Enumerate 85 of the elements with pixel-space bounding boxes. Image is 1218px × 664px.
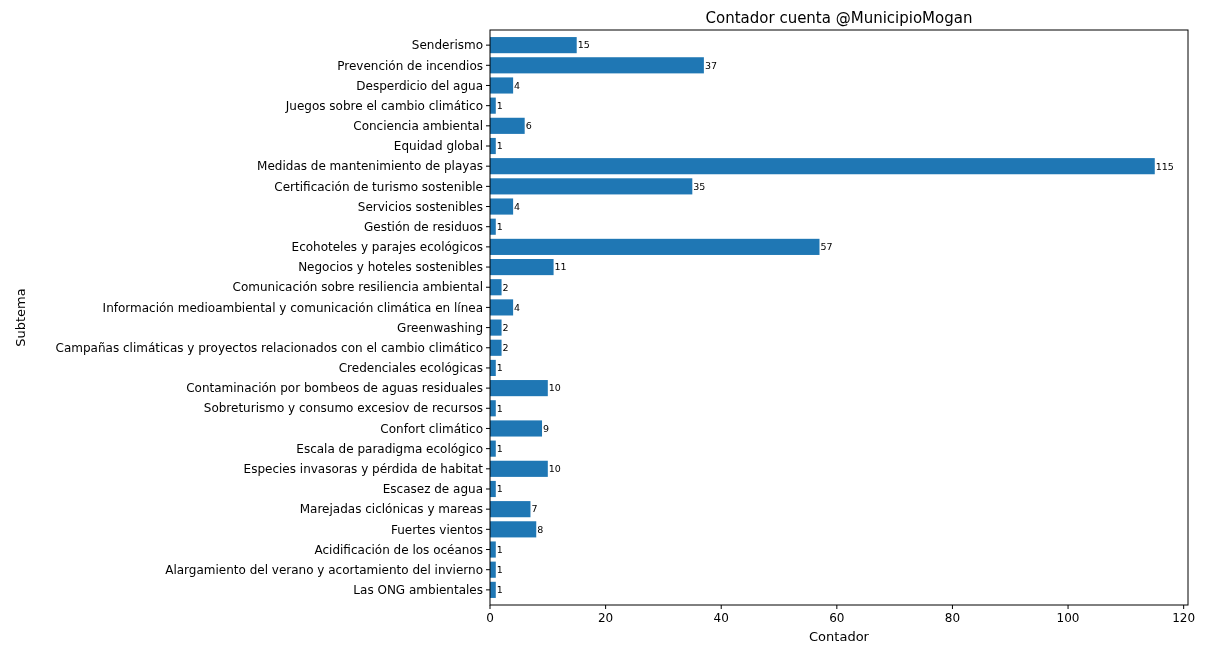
- data-label: 4: [514, 200, 521, 212]
- bar: [490, 258, 554, 276]
- y-tick-label: Confort climático: [380, 421, 483, 436]
- data-label: 35: [693, 180, 706, 192]
- y-tick-label: Contaminación por bombeos de aguas residuales: [186, 381, 483, 396]
- y-tick-label: Credenciales ecológicas: [338, 361, 483, 376]
- data-label: 4: [514, 301, 521, 313]
- data-label: 1: [496, 483, 503, 495]
- data-label: 10: [548, 382, 561, 394]
- bar: [490, 501, 531, 518]
- bar: [490, 460, 548, 477]
- y-tick-label: Senderismo: [411, 38, 483, 53]
- y-tick-label: Equidad global: [393, 139, 483, 154]
- bar: [490, 158, 1155, 175]
- y-tick-label: Las ONG ambientales: [353, 583, 483, 598]
- bar: [490, 521, 537, 538]
- y-tick-label: Información medioambiental y comunicación climática en línea: [102, 300, 483, 315]
- data-label: 1: [496, 442, 503, 454]
- data-label: 1: [496, 584, 503, 596]
- data-label: 115: [1155, 160, 1174, 172]
- chart-title: Contador cuenta @MunicipioMogan: [705, 9, 973, 27]
- data-label: 2: [502, 321, 509, 333]
- data-label: 9: [543, 422, 550, 434]
- data-label: 1: [496, 564, 503, 576]
- data-label: 1: [496, 543, 503, 555]
- bar: [490, 238, 820, 255]
- x-tick-label: 40: [713, 611, 729, 625]
- bar: [490, 77, 514, 94]
- x-tick-label: 100: [1056, 611, 1080, 625]
- bar: [490, 37, 577, 54]
- data-label: 4: [514, 79, 521, 91]
- y-tick-label: Acidificación de los océanos: [314, 542, 483, 557]
- x-axis-title: Contador: [809, 629, 870, 644]
- y-tick-label: Marejadas ciclónicas y mareas: [299, 502, 483, 517]
- y-tick-label: Servicios sostenibles: [357, 199, 483, 214]
- data-label: 57: [820, 241, 833, 253]
- y-tick-label: Escasez de agua: [382, 482, 483, 497]
- data-label: 2: [502, 281, 509, 293]
- data-label: 10: [548, 463, 561, 475]
- bar: [490, 57, 704, 74]
- bar: [490, 279, 502, 296]
- y-tick-label: Gestión de residuos: [363, 219, 483, 234]
- y-tick-label: Especies invasoras y pérdida de habitat: [243, 462, 484, 477]
- y-tick-label: Juegos sobre el cambio climático: [284, 98, 483, 113]
- data-label: 2: [502, 342, 509, 354]
- data-label: 37: [704, 59, 717, 71]
- data-label: 15: [577, 39, 590, 51]
- y-tick-label: Desperdicio del agua: [356, 78, 483, 93]
- y-tick-label: Medidas de mantenimiento de playas: [257, 159, 483, 174]
- data-label: 6: [525, 120, 532, 132]
- y-tick-label: Conciencia ambiental: [353, 119, 483, 134]
- y-tick-label: Escala de paradigma ecológico: [296, 441, 483, 456]
- bar: [490, 117, 525, 134]
- y-tick-label: Certificación de turismo sostenible: [274, 179, 483, 194]
- x-tick-label: 120: [1172, 611, 1196, 625]
- data-label: 1: [496, 221, 503, 233]
- y-tick-label: Negocios y hoteles sostenibles: [298, 260, 483, 275]
- y-tick-label: Prevención de incendios: [337, 58, 483, 73]
- bar: [490, 339, 502, 356]
- bar: [490, 380, 548, 397]
- bar: [490, 319, 502, 336]
- y-tick-label: Sobreturismo y consumo excesiov de recursos: [203, 401, 483, 416]
- y-tick-label: Fuertes vientos: [390, 522, 483, 537]
- bar: [490, 178, 693, 195]
- bar: [490, 198, 514, 215]
- data-label: 1: [496, 362, 503, 374]
- x-tick-label: 0: [486, 611, 494, 625]
- x-tick-label: 20: [597, 611, 614, 625]
- y-tick-label: Alargamiento del verano y acortamiento del invierno: [165, 562, 483, 577]
- bar: [490, 299, 514, 316]
- y-tick-label: Campañas climáticas y proyectos relacionados con el cambio climático: [55, 340, 483, 355]
- data-label: 1: [496, 140, 503, 152]
- y-axis-title: Subtema: [12, 288, 28, 347]
- data-label: 1: [496, 402, 503, 414]
- y-tick-label: Greenwashing: [397, 320, 483, 335]
- data-label: 7: [531, 503, 538, 515]
- y-tick-label: Ecohoteles y parajes ecológicos: [291, 240, 483, 255]
- data-label: 11: [554, 261, 567, 273]
- bar: [490, 541, 496, 558]
- x-tick-label: 80: [944, 611, 961, 625]
- x-tick-label: 60: [829, 611, 845, 625]
- data-label: 1: [496, 99, 503, 111]
- y-tick-label: Comunicación sobre resiliencia ambiental: [232, 280, 483, 295]
- bar: [490, 420, 543, 437]
- data-label: 8: [537, 523, 544, 535]
